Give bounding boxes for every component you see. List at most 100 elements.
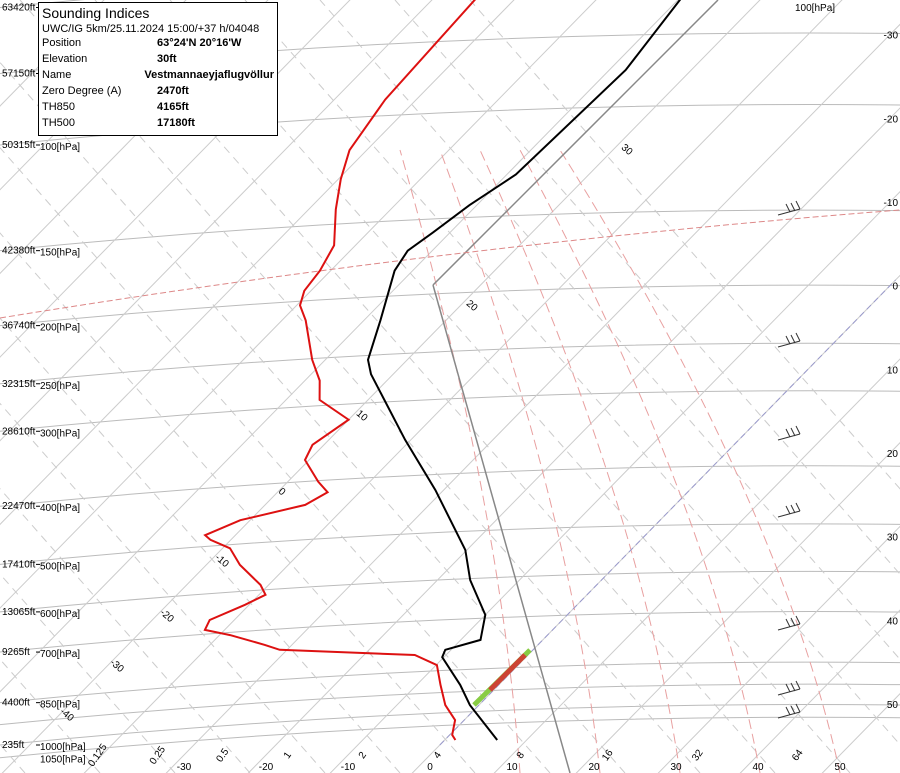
dry-adiabat bbox=[0, 232, 476, 773]
info-box: Sounding Indices UWC/IG 5km/25.11.2024 1… bbox=[38, 2, 278, 136]
info-value: 30ft bbox=[157, 53, 177, 65]
info-value: 63°24'N 20°16'W bbox=[157, 37, 242, 49]
wind-barb bbox=[777, 502, 801, 518]
info-label: Position bbox=[42, 37, 82, 49]
mixing-ratio-label: 2 bbox=[357, 750, 369, 761]
y-tick-label: 235ft bbox=[2, 740, 24, 751]
wind-barb bbox=[777, 200, 801, 216]
adiabat-label: -30 bbox=[108, 657, 126, 675]
x-tick-label: 30 bbox=[670, 762, 682, 773]
isotherm bbox=[165, 23, 900, 773]
y-tick-label: 32315ft bbox=[2, 379, 36, 390]
info-value: 4165ft bbox=[157, 101, 189, 113]
right-tick-label: -20 bbox=[884, 114, 899, 125]
x-tick-label: 50 bbox=[834, 762, 846, 773]
wind-barb bbox=[777, 332, 801, 348]
right-tick-label: 40 bbox=[887, 616, 899, 627]
dry-adiabat bbox=[0, 402, 326, 773]
info-label: Zero Degree (A) bbox=[42, 85, 122, 97]
x-tick-label: 10 bbox=[506, 762, 518, 773]
moist-adiabat bbox=[519, 149, 761, 773]
right-tick-label: 50 bbox=[887, 700, 899, 711]
pressure-label: 250[hPa] bbox=[40, 381, 80, 392]
wind-barb bbox=[777, 703, 801, 719]
parcel-path bbox=[432, 0, 719, 773]
dry-adiabat bbox=[244, 0, 900, 746]
info-value: 2470ft bbox=[157, 85, 189, 97]
isotherm bbox=[0, 0, 433, 442]
isobar bbox=[0, 465, 900, 507]
dry-adiabat bbox=[0, 573, 176, 773]
cloud-band bbox=[488, 653, 527, 692]
pressure-label: 700[hPa] bbox=[40, 649, 80, 660]
y-tick-label: 4400ft bbox=[2, 698, 30, 709]
pressure-label: 200[hPa] bbox=[40, 323, 80, 334]
isotherm bbox=[1, 0, 761, 773]
adiabat-label: -10 bbox=[213, 552, 231, 570]
profile-line bbox=[203, 0, 476, 741]
top-pressure-label: 100[hPa] bbox=[795, 3, 835, 14]
info-row: TH850 4165ft bbox=[42, 99, 274, 115]
adiabat-label: 0 bbox=[276, 486, 288, 498]
isobar bbox=[0, 390, 900, 432]
info-title: Sounding Indices bbox=[42, 5, 150, 21]
mixing-ratio-label: 64 bbox=[790, 747, 806, 763]
y-tick-label: 63420ft bbox=[2, 3, 36, 14]
isotherm bbox=[493, 358, 900, 773]
adiabat-label: 20 bbox=[464, 298, 480, 314]
info-label: TH500 bbox=[42, 117, 76, 129]
moist-adiabat bbox=[399, 149, 521, 773]
mixing-ratio-label: 0.25 bbox=[148, 744, 168, 767]
dry-adiabat bbox=[0, 147, 551, 773]
info-value: 17180ft bbox=[157, 117, 195, 129]
mixing-ratio-label: 16 bbox=[600, 747, 616, 763]
dry-adiabat bbox=[319, 0, 900, 661]
right-tick-label: -30 bbox=[884, 31, 899, 42]
adiabat-label: 10 bbox=[354, 408, 370, 424]
dry-adiabat bbox=[0, 488, 251, 773]
pressure-label: 1000[hPa] bbox=[40, 742, 86, 753]
y-tick-label: 42380ft bbox=[2, 246, 36, 257]
wind-barb bbox=[777, 425, 801, 441]
info-label: Name bbox=[42, 69, 72, 81]
profile-line bbox=[366, 0, 682, 741]
y-tick-label: 36740ft bbox=[2, 321, 36, 332]
info-label: TH850 bbox=[42, 101, 76, 113]
y-tick-label: 13065ft bbox=[2, 607, 36, 618]
isobar bbox=[0, 570, 900, 613]
x-tick-label: -10 bbox=[341, 762, 356, 773]
isobar bbox=[0, 209, 900, 252]
right-tick-label: 20 bbox=[887, 449, 899, 460]
isobar bbox=[0, 716, 900, 759]
moist-adiabat bbox=[559, 149, 841, 773]
x-tick-label: 0 bbox=[427, 762, 433, 773]
x-tick-label: -30 bbox=[177, 762, 192, 773]
adiabat-label: -20 bbox=[158, 607, 176, 625]
pressure-label: 150[hPa] bbox=[40, 248, 80, 259]
isobar bbox=[0, 342, 900, 385]
y-tick-label: 17410ft bbox=[2, 559, 36, 570]
info-row: Elevation 30ft bbox=[42, 51, 274, 67]
wind-barb bbox=[777, 615, 801, 631]
right-tick-label: 10 bbox=[887, 365, 899, 376]
isobar bbox=[0, 611, 900, 653]
info-row: Name Vestmannaeyjaflugvöllur bbox=[42, 67, 274, 83]
pressure-label: 500[hPa] bbox=[40, 561, 80, 572]
mixing-ratio-label: 4 bbox=[432, 750, 444, 761]
right-tick-label: -10 bbox=[884, 198, 899, 209]
info-value: Vestmannaeyjaflugvöllur bbox=[144, 69, 274, 81]
dry-adiabat bbox=[394, 0, 900, 575]
wind-barbs bbox=[777, 200, 801, 719]
isotherm bbox=[329, 191, 900, 773]
right-tick-label: 0 bbox=[892, 282, 898, 293]
pressure-label: 1050[hPa] bbox=[40, 755, 86, 766]
right-tick-label: 30 bbox=[887, 533, 899, 544]
info-row: Zero Degree (A) 2470ft bbox=[42, 83, 274, 99]
pressure-label: 400[hPa] bbox=[40, 503, 80, 514]
info-label: Elevation bbox=[42, 53, 88, 65]
y-tick-label: 22470ft bbox=[2, 501, 36, 512]
moist-adiabat bbox=[479, 149, 681, 773]
adiabat-label: 30 bbox=[619, 142, 635, 158]
